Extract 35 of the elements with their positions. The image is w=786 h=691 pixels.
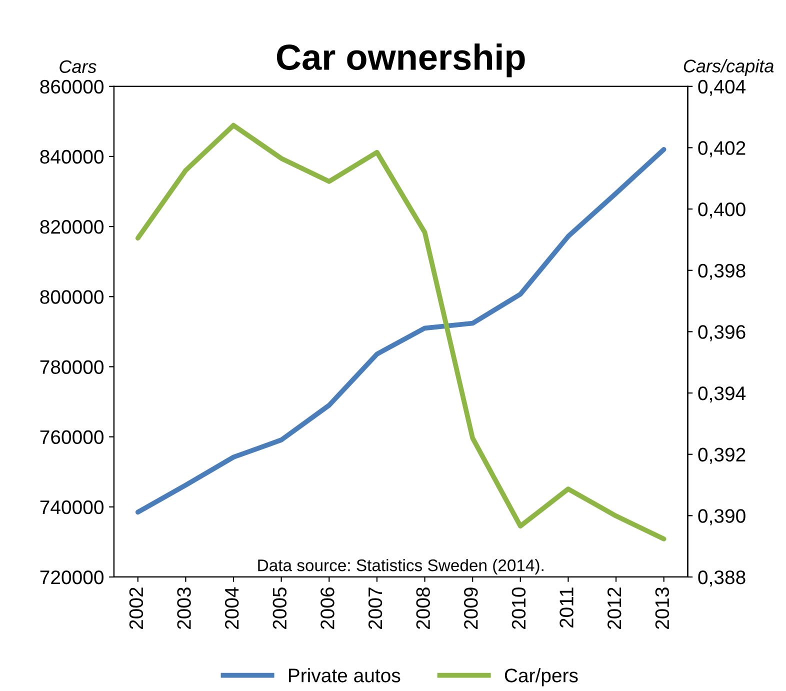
y-tick-label: 840000 bbox=[40, 150, 104, 164]
chart-title: Car ownership bbox=[276, 44, 525, 78]
x-tick-label: 2013 bbox=[655, 588, 670, 629]
y2-tick-label: 0,400 bbox=[698, 202, 746, 219]
y-tick-label: 820000 bbox=[40, 220, 104, 234]
x-tick-label: 2009 bbox=[464, 588, 478, 629]
y2-tick-label: 0,398 bbox=[698, 264, 746, 280]
x-tick-label: 2011 bbox=[560, 588, 574, 628]
legend-label: Private autos bbox=[288, 668, 400, 682]
x-tick-label: 2012 bbox=[607, 588, 622, 629]
y2-tick-label: 0,402 bbox=[698, 141, 746, 158]
legend-label: Car/pers bbox=[504, 668, 578, 686]
y-tick-label: 780000 bbox=[40, 360, 104, 374]
x-tick-label: 2006 bbox=[320, 588, 334, 629]
y2-tick-label: 0,394 bbox=[698, 386, 746, 403]
y-tick-label: 740000 bbox=[40, 500, 104, 514]
y2-tick-label: 0,388 bbox=[698, 570, 746, 587]
y-tick-label: 860000 bbox=[40, 80, 104, 94]
y-tick-label: 720000 bbox=[40, 570, 104, 584]
y-tick-label: 760000 bbox=[40, 430, 104, 444]
x-tick-label: 2008 bbox=[416, 588, 430, 629]
x-tick-label: 2010 bbox=[512, 587, 526, 629]
y2-tick-label: 0,390 bbox=[698, 509, 746, 526]
x-tick-label: 2007 bbox=[368, 588, 382, 629]
y-tick-label: 800000 bbox=[40, 290, 104, 304]
x-tick-label: 2004 bbox=[224, 587, 239, 629]
y2-axis-title: Cars/capita bbox=[684, 59, 774, 76]
y2-tick-label: 0,396 bbox=[698, 325, 746, 342]
x-tick-label: 2005 bbox=[272, 588, 287, 629]
y2-tick-label: 0,392 bbox=[698, 448, 746, 464]
x-tick-label: 2003 bbox=[177, 588, 191, 629]
x-tick-label: 2002 bbox=[129, 588, 144, 629]
annotation: Data source: Statistics Sweden (2014). bbox=[258, 558, 544, 575]
y-axis-title: Cars bbox=[60, 60, 96, 73]
y2-tick-label: 0,404 bbox=[698, 80, 746, 96]
